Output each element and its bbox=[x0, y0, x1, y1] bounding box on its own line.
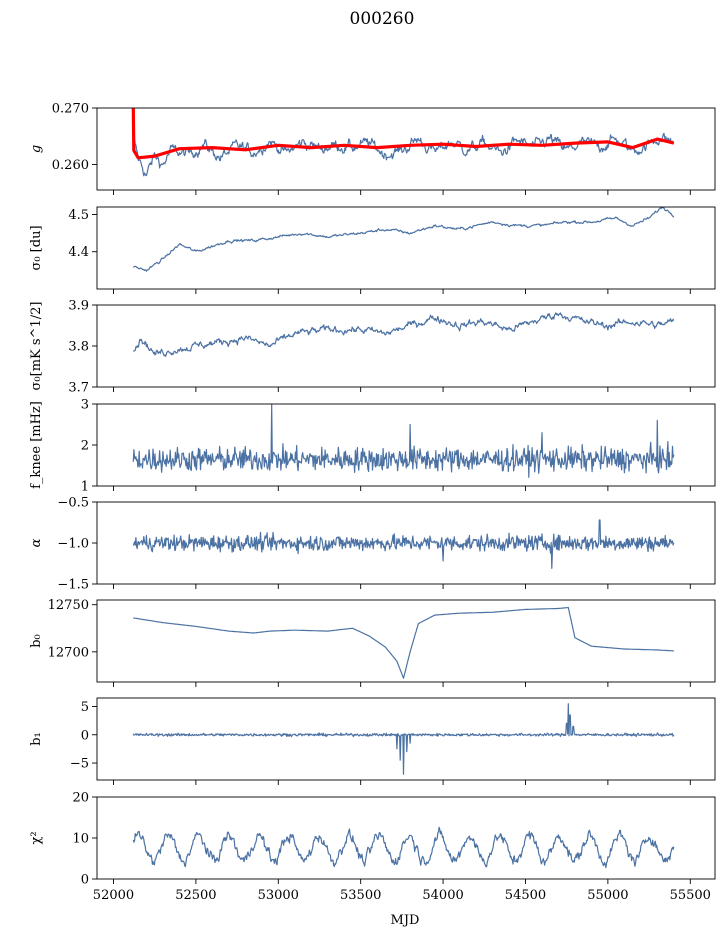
data-series-line bbox=[132, 519, 675, 569]
y-axis-label: b₁ bbox=[29, 732, 44, 746]
data-series-line bbox=[133, 312, 675, 357]
y-axis-label: σ₀ [du] bbox=[29, 225, 44, 270]
panel-5: −1.5 −1.0 −0.5 α bbox=[29, 496, 716, 593]
y-tick-label: 4.5 bbox=[68, 208, 89, 223]
panel-frame bbox=[96, 599, 716, 683]
y-tick-label: 2 bbox=[81, 439, 89, 454]
panel-frame bbox=[96, 107, 716, 191]
y-tick-label: 3.8 bbox=[68, 340, 89, 355]
panels: 0.260 0.270 g 4.4 4.5 σ₀ [du] 3.7 3.8 3.9 σ₀[mK s… bbox=[29, 102, 716, 903]
x-tick-label: 55500 bbox=[670, 888, 711, 903]
panel-4: 1 2 3 f_knee [mHz] bbox=[29, 398, 716, 495]
y-tick-label: 3.9 bbox=[68, 299, 89, 314]
panel-8: 0 10 20 52000 52500 53000 53500 54000 54500 55000… bbox=[29, 791, 716, 903]
x-tick-label: 55000 bbox=[587, 888, 628, 903]
data-series-line bbox=[132, 207, 675, 272]
y-tick-label: −0.5 bbox=[57, 496, 89, 511]
data-series-line bbox=[132, 404, 675, 478]
y-axis-label: σ₀[mK s^1/2] bbox=[29, 302, 44, 391]
panel-2: 4.4 4.5 σ₀ [du] bbox=[29, 206, 716, 294]
data-series-line bbox=[133, 606, 674, 679]
panel-6: 12700 12750 b₀ bbox=[29, 598, 716, 687]
y-tick-label: 0 bbox=[81, 873, 89, 888]
y-tick-label: −1.5 bbox=[57, 578, 89, 593]
x-tick-label: 54000 bbox=[422, 888, 463, 903]
y-axis-label: α bbox=[29, 538, 44, 547]
y-tick-label: 0.260 bbox=[52, 158, 89, 173]
x-tick-label: 54500 bbox=[505, 888, 546, 903]
data-series-line bbox=[132, 826, 675, 869]
data-series-line bbox=[132, 703, 675, 775]
data-series-line bbox=[132, 132, 675, 177]
y-tick-label: 12750 bbox=[48, 598, 89, 613]
y-axis-label: g bbox=[29, 145, 44, 153]
y-tick-label: 10 bbox=[72, 832, 89, 847]
y-tick-label: 0 bbox=[81, 728, 89, 743]
x-tick-label: 53500 bbox=[340, 888, 381, 903]
y-tick-label: 5 bbox=[81, 700, 89, 715]
y-tick-label: 12700 bbox=[48, 645, 89, 660]
panel-3: 3.7 3.8 3.9 σ₀[mK s^1/2] bbox=[29, 299, 716, 396]
y-tick-label: −5 bbox=[70, 757, 89, 772]
fit-series-line bbox=[131, 108, 675, 160]
y-tick-label: 0.270 bbox=[52, 102, 89, 117]
y-tick-label: 3 bbox=[81, 398, 89, 413]
y-tick-label: 1 bbox=[81, 480, 89, 495]
y-axis-label: f_knee [mHz] bbox=[29, 401, 44, 489]
x-tick-label: 52000 bbox=[93, 888, 134, 903]
panel-1: 0.260 0.270 g bbox=[29, 102, 716, 195]
x-tick-label: 53000 bbox=[258, 888, 299, 903]
x-tick-label: 52500 bbox=[175, 888, 216, 903]
y-axis-label: χ² bbox=[29, 831, 44, 844]
y-tick-label: 4.4 bbox=[68, 245, 89, 260]
y-tick-label: −1.0 bbox=[57, 537, 89, 552]
y-axis-label: b₀ bbox=[29, 634, 44, 648]
panel-frame bbox=[96, 206, 716, 290]
y-tick-label: 20 bbox=[72, 791, 89, 806]
panel-7: −5 0 5 b₁ bbox=[29, 697, 716, 785]
x-axis-label: MJD bbox=[391, 913, 420, 928]
figure-title: 000260 bbox=[350, 9, 415, 29]
y-tick-label: 3.7 bbox=[68, 381, 89, 396]
panel-frame bbox=[96, 697, 716, 781]
